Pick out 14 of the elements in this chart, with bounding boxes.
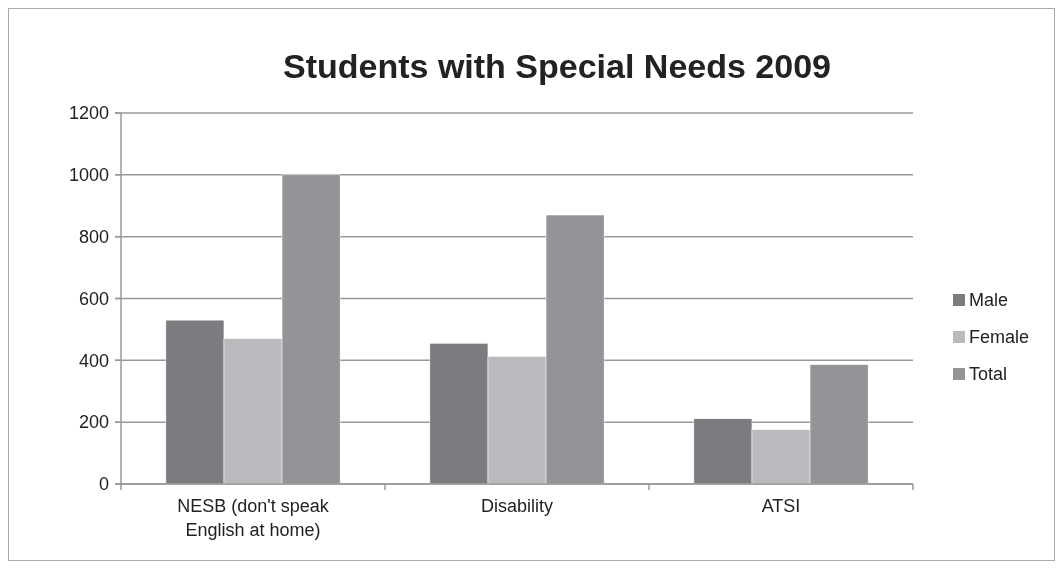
y-tick-label: 800 [78, 226, 109, 247]
chart-title: Students with Special Needs 2009 [283, 47, 831, 85]
y-tick-label: 1000 [68, 165, 109, 186]
y-tick-label: 600 [78, 288, 109, 309]
legend-label: Male [969, 290, 1009, 311]
legend-label: Female [969, 327, 1030, 348]
x-tick-label: ATSI [761, 496, 801, 516]
y-tick-label: 1200 [68, 103, 109, 124]
y-tick-label: 0 [98, 474, 109, 495]
y-tick-label: 200 [78, 412, 109, 433]
legend-label: Total [969, 364, 1008, 385]
y-tick-label: 400 [78, 350, 109, 371]
x-tick-label: NESB (don't speak English at home) [177, 496, 330, 540]
x-tick-label: Disability [480, 496, 554, 516]
